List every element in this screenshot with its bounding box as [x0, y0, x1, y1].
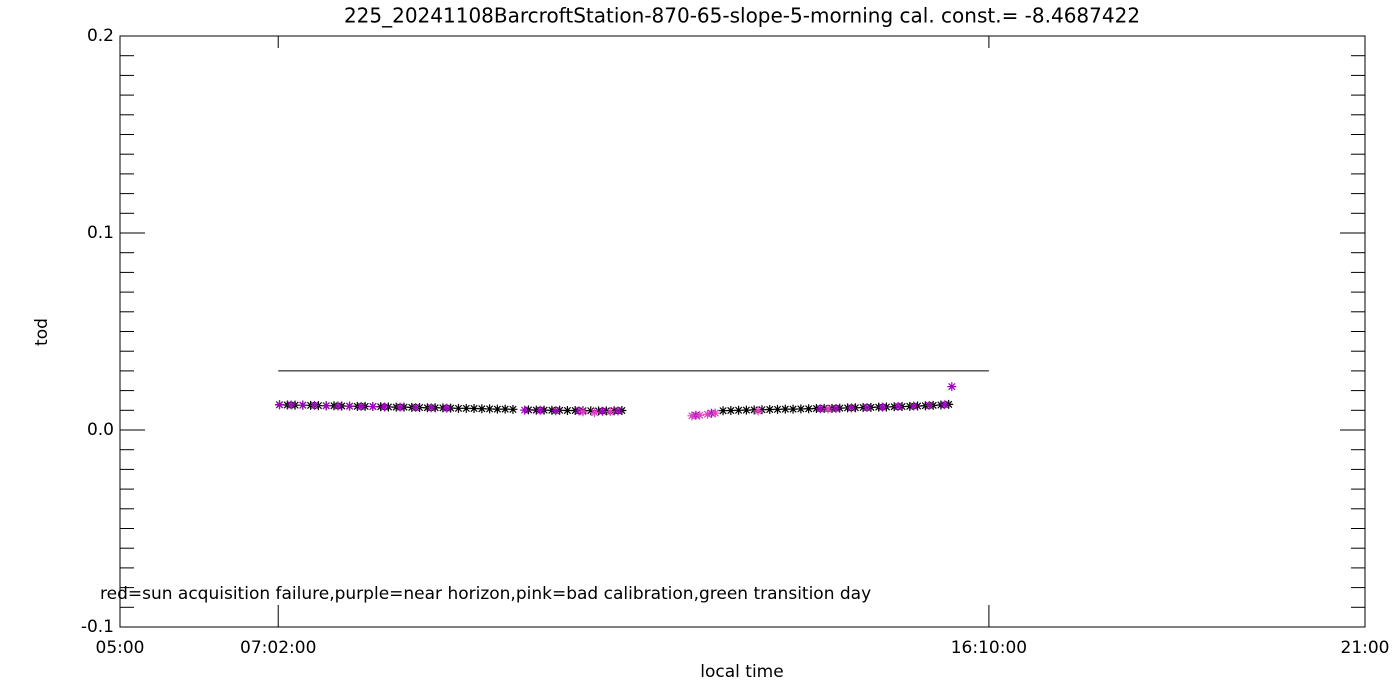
- data-point: [356, 401, 366, 411]
- data-point: [333, 401, 343, 411]
- data-point: [831, 403, 841, 413]
- data-point: [765, 405, 775, 415]
- data-point: [741, 405, 751, 415]
- data-point: [500, 404, 510, 414]
- y-tick-label: 0.1: [87, 223, 114, 243]
- data-point: [788, 404, 798, 414]
- data-point: [368, 402, 378, 412]
- data-point: [321, 401, 331, 411]
- data-point: [753, 406, 763, 416]
- data-point: [590, 408, 600, 418]
- data-point: [286, 400, 296, 410]
- data-point: [757, 405, 767, 415]
- data-point: [940, 400, 950, 410]
- data-point: [562, 405, 572, 415]
- data-point: [411, 403, 421, 413]
- data-point: [535, 405, 545, 415]
- data-point: [804, 404, 814, 414]
- data-point: [710, 408, 720, 418]
- y-axis-label: tod: [32, 318, 52, 346]
- y-tick-label: 0.2: [87, 26, 114, 46]
- y-tick-label: 0.0: [87, 420, 114, 440]
- data-point: [574, 406, 584, 416]
- data-point: [718, 406, 728, 416]
- data-point: [461, 403, 471, 413]
- data-point: [551, 406, 561, 416]
- data-point: [687, 411, 697, 421]
- data-point: [586, 406, 596, 416]
- data-point: [780, 404, 790, 414]
- data-point: [310, 400, 320, 410]
- data-point: [453, 403, 463, 413]
- data-point: [605, 407, 615, 417]
- data-point: [597, 406, 607, 416]
- data-point: [275, 400, 285, 410]
- data-point: [520, 405, 530, 415]
- data-point: [702, 409, 712, 419]
- x-tick-label: 07:02:00: [240, 638, 316, 658]
- chart-title: 225_20241108BarcroftStation-870-65-slope…: [344, 4, 1140, 28]
- data-point: [924, 400, 934, 410]
- data-point: [846, 403, 856, 413]
- x-axis-label: local time: [700, 662, 783, 682]
- data-point: [862, 403, 872, 413]
- data-point: [477, 404, 487, 414]
- data-point: [796, 404, 806, 414]
- x-tick-label: 16:10:00: [951, 638, 1027, 658]
- data-point: [613, 406, 623, 416]
- data-point: [345, 401, 355, 411]
- annotation: red=sun acquisition failure,purple=near …: [100, 584, 871, 604]
- data-point: [508, 404, 518, 414]
- x-tick-label: 05:00: [96, 638, 145, 658]
- data-point: [442, 403, 452, 413]
- data-point: [773, 404, 783, 414]
- data-point: [578, 407, 588, 417]
- data-point: [815, 404, 825, 414]
- data-point: [695, 410, 705, 420]
- data-point: [947, 382, 957, 392]
- x-tick-label: 21:00: [1341, 638, 1390, 658]
- data-point: [485, 404, 495, 414]
- y-tick-label: -0.1: [81, 617, 114, 637]
- data-point: [823, 404, 833, 414]
- data-point: [726, 405, 736, 415]
- data-point: [426, 403, 436, 413]
- data-point: [878, 402, 888, 412]
- data-point: [749, 405, 759, 415]
- data-point: [380, 402, 390, 412]
- data-point: [909, 401, 919, 411]
- data-point: [492, 404, 502, 414]
- data-point: [395, 402, 405, 412]
- data-point: [298, 400, 308, 410]
- data-point: [734, 405, 744, 415]
- data-point: [893, 402, 903, 412]
- data-point: [469, 404, 479, 414]
